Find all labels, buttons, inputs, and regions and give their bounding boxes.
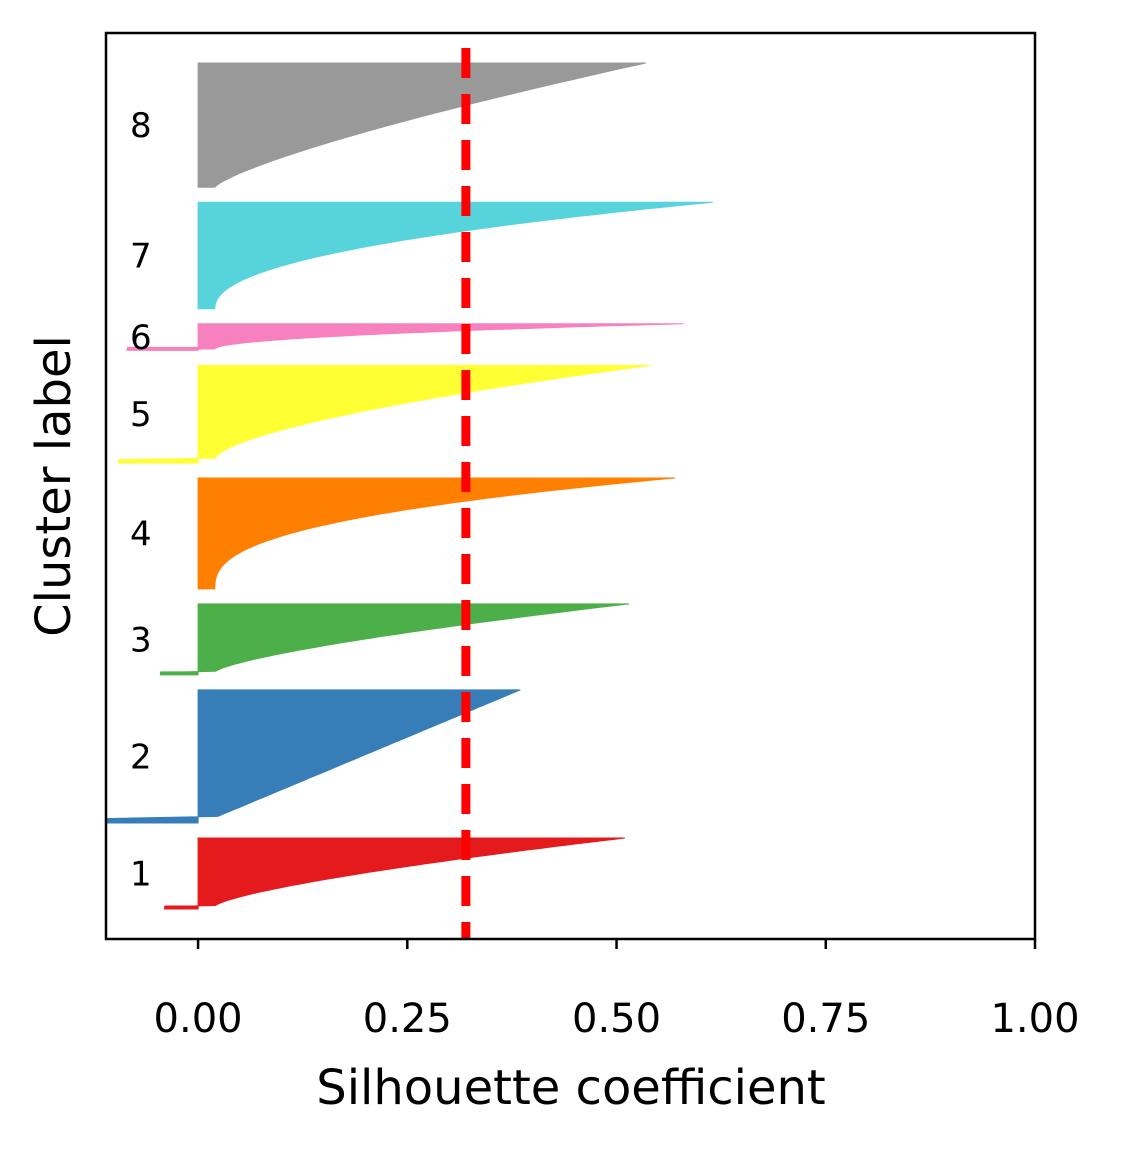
cluster-bands (105, 62, 713, 910)
y-axis-title: Cluster label (26, 335, 82, 637)
cluster-label-3: 3 (130, 620, 152, 660)
cluster-label-8: 8 (130, 106, 152, 146)
x-tick-label: 0.00 (154, 996, 243, 1042)
cluster-band-6 (126, 323, 684, 351)
x-axis-title: Silhouette coefficient (316, 1060, 826, 1116)
plot-frame (104, 31, 1037, 941)
cluster-band-2 (105, 689, 521, 824)
x-tick-label: 0.50 (572, 996, 661, 1042)
x-tick-label: 1.00 (990, 996, 1079, 1042)
cluster-label-7: 7 (130, 236, 152, 276)
x-tick-label: 0.75 (781, 996, 870, 1042)
cluster-labels: 1 2 3 4 5 6 7 8 (130, 106, 152, 894)
cluster-label-5: 5 (130, 395, 152, 435)
x-axis-ticks: 0.00 0.25 0.50 0.75 1.00 (154, 939, 1080, 1042)
cluster-band-4 (197, 477, 676, 590)
x-tick-label: 0.25 (363, 996, 452, 1042)
cluster-label-6: 6 (130, 318, 152, 358)
cluster-label-1: 1 (130, 855, 152, 895)
cluster-label-4: 4 (130, 514, 152, 554)
cluster-band-7 (197, 201, 713, 310)
cluster-band-3 (159, 603, 630, 676)
cluster-band-1 (164, 837, 625, 910)
cluster-label-2: 2 (130, 737, 152, 777)
cluster-band-5 (118, 364, 651, 464)
cluster-band-8 (197, 62, 646, 188)
